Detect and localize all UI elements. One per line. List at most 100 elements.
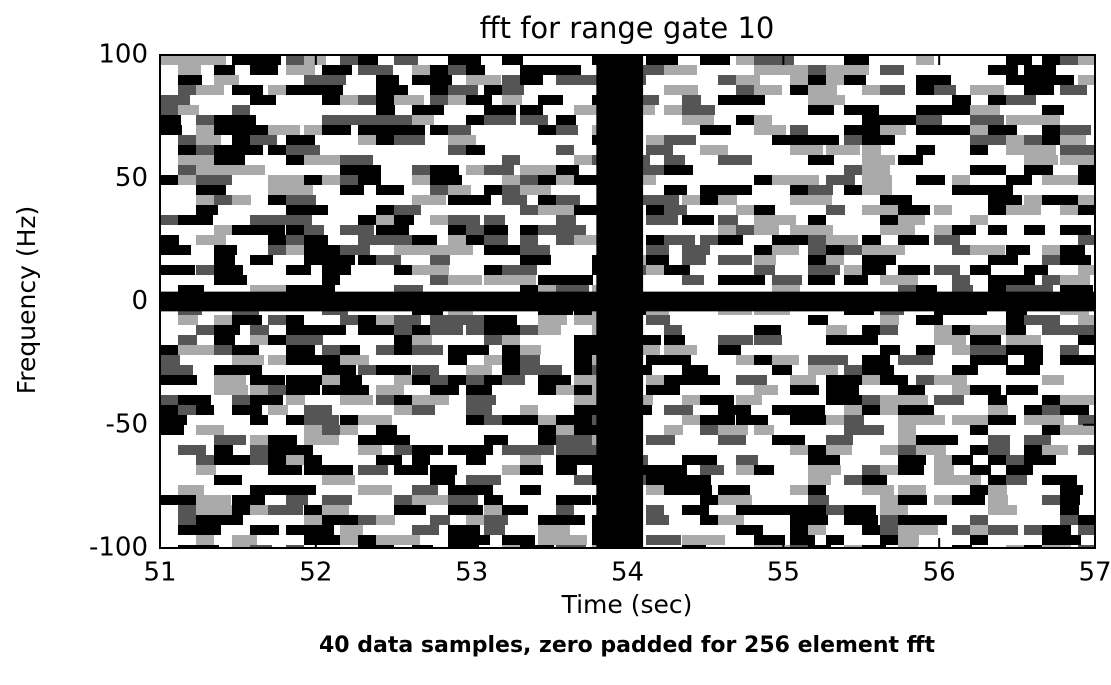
texture-cell xyxy=(826,255,844,265)
texture-cell xyxy=(862,475,887,485)
texture-cell xyxy=(250,255,273,265)
texture-cell xyxy=(718,495,752,505)
texture-cell xyxy=(484,115,516,125)
texture-cell xyxy=(538,165,563,175)
texture-cell xyxy=(412,545,433,548)
texture-cell xyxy=(250,415,268,425)
texture-cell xyxy=(646,315,670,325)
texture-cell xyxy=(214,375,246,385)
texture-cell xyxy=(1078,515,1095,525)
texture-cell xyxy=(358,545,393,548)
texture-cell xyxy=(358,55,378,65)
texture-cell xyxy=(790,185,818,195)
texture-cell xyxy=(160,495,184,505)
texture-cell xyxy=(358,135,392,145)
texture-cell xyxy=(646,135,680,145)
texture-cell xyxy=(160,175,195,185)
texture-cell xyxy=(1006,475,1027,485)
texture-cell xyxy=(1024,435,1051,445)
texture-cell xyxy=(394,285,423,295)
texture-cell xyxy=(412,265,442,275)
texture-cell xyxy=(628,345,660,355)
texture-cell xyxy=(1060,535,1081,545)
texture-cell xyxy=(214,125,243,135)
texture-cell xyxy=(1024,355,1043,365)
texture-cell xyxy=(484,495,503,505)
texture-cell xyxy=(160,245,191,255)
texture-cell xyxy=(808,365,838,375)
texture-cell xyxy=(574,105,600,115)
texture-cell xyxy=(538,415,560,425)
texture-cell xyxy=(844,545,862,548)
texture-cell xyxy=(502,175,520,185)
texture-cell xyxy=(880,85,905,95)
texture-cell xyxy=(376,325,404,335)
texture-cell xyxy=(988,125,1017,135)
texture-cell xyxy=(178,215,213,225)
texture-cell xyxy=(340,345,360,355)
texture-cell xyxy=(1060,145,1094,155)
texture-cell xyxy=(286,385,320,395)
texture-cell xyxy=(466,365,492,375)
texture-cell xyxy=(502,545,522,548)
texture-cell xyxy=(1006,385,1038,395)
texture-cell xyxy=(808,245,832,255)
texture-cell xyxy=(682,545,706,548)
texture-cell xyxy=(304,505,332,515)
texture-cell xyxy=(178,75,202,85)
texture-cell xyxy=(898,455,926,465)
texture-cell xyxy=(502,505,528,515)
texture-cell xyxy=(574,455,597,465)
texture-cell xyxy=(520,245,550,255)
texture-cell xyxy=(898,435,917,445)
texture-cell xyxy=(1024,545,1055,548)
texture-cell xyxy=(934,475,962,485)
texture-cell xyxy=(970,325,989,335)
texture-cell xyxy=(1006,145,1025,155)
texture-cell xyxy=(520,445,554,455)
texture-cell xyxy=(736,205,759,215)
texture-cell xyxy=(286,325,312,335)
texture-cell xyxy=(250,505,269,515)
texture-cell xyxy=(160,395,193,405)
texture-cell xyxy=(502,275,536,285)
texture-cell xyxy=(430,495,448,505)
texture-cell xyxy=(808,445,837,455)
texture-cell xyxy=(376,535,410,545)
texture-cell xyxy=(754,355,782,365)
texture-cell xyxy=(988,165,1006,175)
texture-cell xyxy=(466,165,492,175)
texture-cell xyxy=(808,215,826,225)
texture-cell xyxy=(844,365,872,375)
texture-cell xyxy=(808,95,836,105)
texture-cell xyxy=(772,355,799,365)
texture-cell xyxy=(574,405,601,415)
texture-cell xyxy=(538,385,564,395)
texture-cell xyxy=(916,105,944,115)
texture-cell xyxy=(1006,115,1027,125)
texture-cell xyxy=(538,375,571,385)
texture-cell xyxy=(718,485,750,495)
texture-cell xyxy=(952,95,971,105)
texture-cell xyxy=(214,145,247,155)
texture-cell xyxy=(376,315,401,325)
texture-cell xyxy=(646,535,681,545)
texture-cell xyxy=(304,535,324,545)
texture-cell xyxy=(196,345,216,355)
texture-cell xyxy=(862,185,892,195)
texture-cell xyxy=(772,505,804,515)
x-tick-label: 55 xyxy=(767,558,800,588)
texture-cell xyxy=(1060,395,1091,405)
texture-cell xyxy=(862,175,892,185)
texture-cell xyxy=(214,225,234,235)
texture-cell xyxy=(844,505,876,515)
texture-cell xyxy=(862,485,894,495)
texture-cell xyxy=(448,355,467,365)
texture-cell xyxy=(322,175,351,185)
texture-cell xyxy=(880,405,915,415)
texture-cell xyxy=(448,195,482,205)
texture-cell xyxy=(376,205,411,215)
texture-cell xyxy=(1060,275,1090,285)
texture-cell xyxy=(286,145,320,155)
texture-cell xyxy=(1006,545,1024,548)
